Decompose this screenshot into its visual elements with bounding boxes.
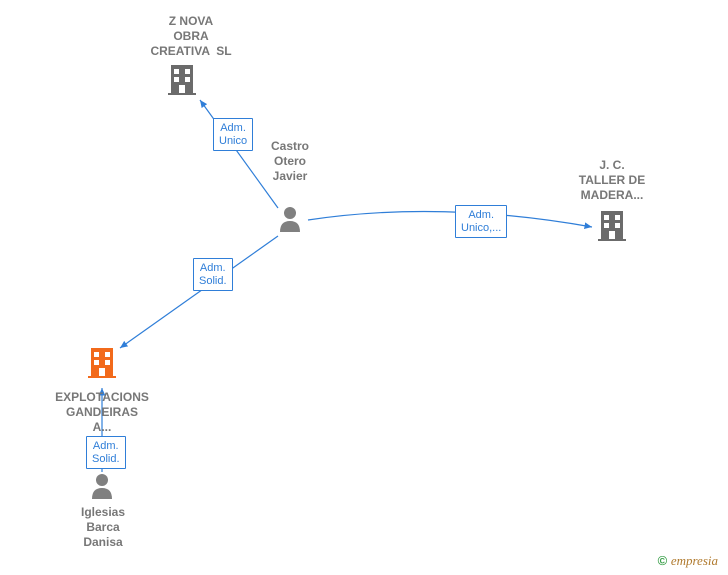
watermark: © empresia bbox=[658, 553, 718, 569]
edge-label-adm-solid-bottom[interactable]: Adm. Solid. bbox=[193, 258, 233, 291]
person-icon[interactable] bbox=[278, 206, 302, 232]
building-icon[interactable] bbox=[598, 209, 626, 241]
node-label-company-top: Z NOVA OBRA CREATIVA SL bbox=[146, 14, 236, 59]
node-label-company-right: J. C. TALLER DE MADERA... bbox=[572, 158, 652, 203]
edge-adm-solid-bottom bbox=[120, 236, 278, 348]
edge-label-adm-unico-top[interactable]: Adm. Unico bbox=[213, 118, 253, 151]
person-icon[interactable] bbox=[90, 473, 114, 499]
diagram-canvas: Z NOVA OBRA CREATIVA SL Castro Otero Jav… bbox=[0, 0, 728, 575]
edge-label-adm-solid-person[interactable]: Adm. Solid. bbox=[86, 436, 126, 469]
brand-name: empresia bbox=[671, 553, 718, 568]
edge-adm-unico-right bbox=[308, 211, 592, 227]
copyright-symbol: © bbox=[658, 553, 668, 568]
node-label-center-person: Castro Otero Javier bbox=[262, 139, 318, 184]
node-label-person-bottom: Iglesias Barca Danisa bbox=[78, 505, 128, 550]
node-label-company-bottom: EXPLOTACIONS GANDEIRAS A... bbox=[52, 390, 152, 435]
building-icon[interactable] bbox=[168, 63, 196, 95]
building-icon[interactable] bbox=[88, 346, 116, 378]
edge-label-adm-unico-right[interactable]: Adm. Unico,... bbox=[455, 205, 507, 238]
